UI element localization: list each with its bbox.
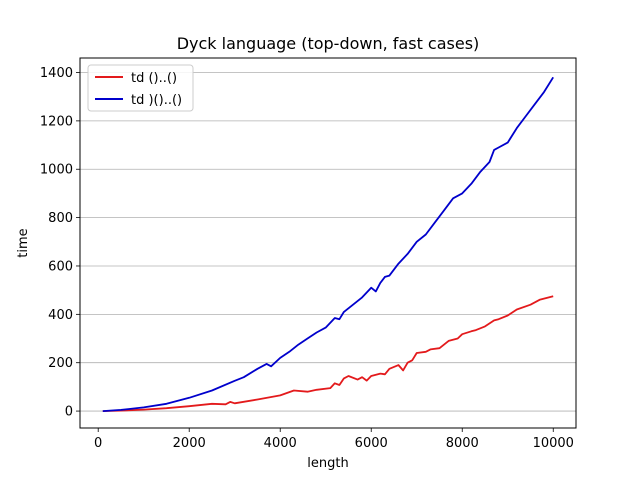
series-group (102, 76, 554, 412)
y-axis-title: time (16, 228, 31, 257)
y-tick-label: 400 (48, 308, 73, 323)
y-tick-label: 0 (65, 405, 73, 420)
x-tick-label: 10000 (533, 436, 574, 451)
x-tick-label: 0 (94, 436, 102, 451)
y-tick-label: 200 (48, 356, 73, 371)
plot-frame (79, 57, 577, 429)
y-axis: 0 200 400 600 800 1000 1200 1400 (40, 66, 80, 420)
y-tick-label: 1400 (40, 66, 73, 81)
x-axis: 0 2000 4000 6000 8000 10000 (94, 428, 574, 451)
legend-label-td-2: td )()..() (131, 93, 182, 108)
x-tick-label: 4000 (264, 436, 297, 451)
y-tick-label: 800 (48, 211, 73, 226)
chart-title: Dyck language (top-down, fast cases) (177, 34, 480, 53)
y-tick-label: 600 (48, 259, 73, 274)
x-axis-title: length (307, 456, 348, 471)
legend-label-td-1: td ()..() (131, 71, 177, 86)
y-tick-label: 1200 (40, 114, 73, 129)
x-tick-label: 8000 (446, 436, 479, 451)
x-tick-label: 2000 (173, 436, 206, 451)
y-tick-label: 1000 (40, 163, 73, 178)
series-line-1 (102, 295, 554, 412)
series-line-2 (102, 76, 554, 412)
legend: td ()..() td )()..() (87, 64, 194, 112)
x-tick-label: 6000 (355, 436, 388, 451)
